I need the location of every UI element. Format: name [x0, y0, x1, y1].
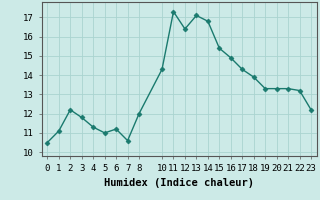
X-axis label: Humidex (Indice chaleur): Humidex (Indice chaleur) [104, 178, 254, 188]
